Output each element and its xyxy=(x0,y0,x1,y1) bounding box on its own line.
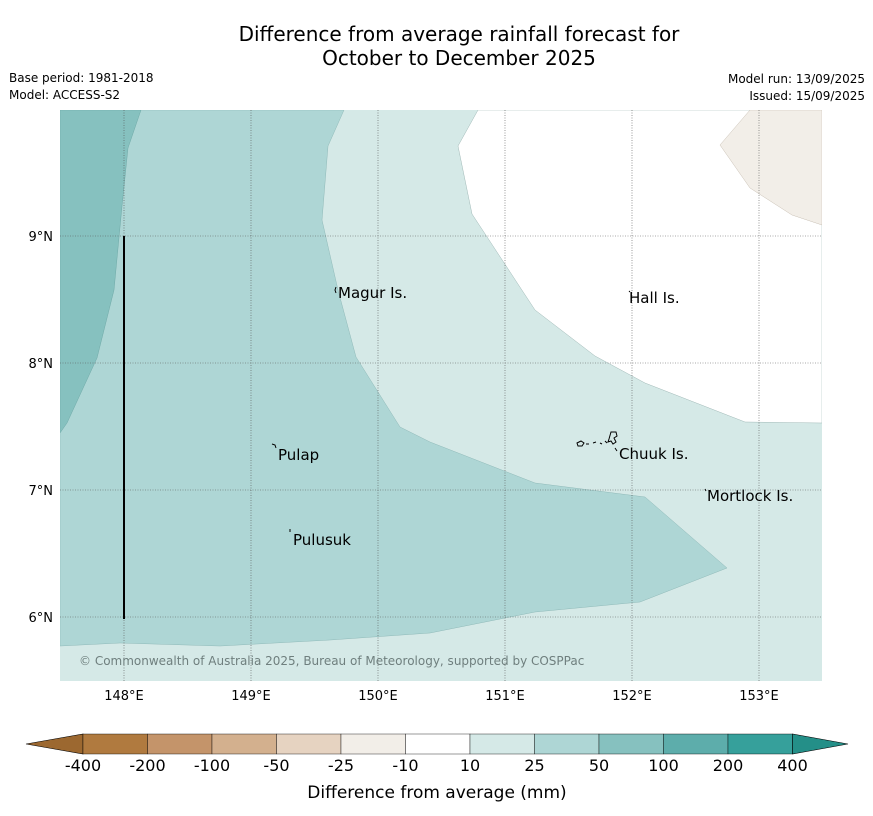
place-labels: Magur Is. Hall Is. Pulap Chuuk Is. Mortl… xyxy=(278,284,793,549)
zone-dry xyxy=(719,110,822,226)
label-pulusuk: Pulusuk xyxy=(293,531,351,549)
colorbar: -400 -200 -100 -50 -25 -10 10 25 50 100 200 400 xyxy=(25,733,849,775)
zone-neutral xyxy=(457,110,822,424)
colorbar-tick-label: -50 xyxy=(263,756,289,775)
colorbar-tick-label: -100 xyxy=(194,756,230,775)
colorbar-tick-label: -200 xyxy=(129,756,165,775)
lat-tick-labels: 9°N 8°N 7°N 6°N xyxy=(29,230,54,626)
colorbar-tick-label: -400 xyxy=(65,756,101,775)
label-hall: Hall Is. xyxy=(629,289,680,307)
colorbar-segment xyxy=(147,733,213,755)
issued-date: Issued: 15/09/2025 xyxy=(749,89,865,103)
colorbar-extend-high xyxy=(792,733,849,755)
colorbar-segment xyxy=(534,733,600,755)
title-line-1: Difference from average rainfall forecas… xyxy=(238,22,680,46)
colorbar-segment xyxy=(727,733,793,755)
lat-tick: 6°N xyxy=(29,611,54,626)
copyright-text: © Commonwealth of Australia 2025, Bureau… xyxy=(79,654,584,668)
map-area: Magur Is. Hall Is. Pulap Chuuk Is. Mortl… xyxy=(60,110,822,681)
island-magur xyxy=(334,286,337,294)
colorbar-tick-label: 50 xyxy=(589,756,609,775)
lat-tick: 8°N xyxy=(29,357,54,372)
lat-tick: 7°N xyxy=(29,484,54,499)
colorbar-tick-label: 100 xyxy=(648,756,679,775)
label-chuuk: Chuuk Is. xyxy=(619,445,688,463)
colorbar-segment xyxy=(663,733,729,755)
colorbar-tick-label: 400 xyxy=(777,756,808,775)
island-chuuk xyxy=(576,431,618,452)
model-name: Model: ACCESS-S2 xyxy=(9,88,121,102)
colorbar-tick-label: 200 xyxy=(713,756,744,775)
colorbar-segment xyxy=(598,733,664,755)
lat-tick: 9°N xyxy=(29,230,54,245)
island-pulap xyxy=(271,443,277,449)
label-mortlock: Mortlock Is. xyxy=(707,487,793,505)
colorbar-segment xyxy=(211,733,277,755)
lon-tick: 149°E xyxy=(231,689,271,704)
island-markers xyxy=(271,286,707,532)
meta-left: Base period: 1981-2018 Model: ACCESS-S2 xyxy=(9,70,154,104)
lon-tick: 150°E xyxy=(358,689,398,704)
colorbar-tick-label: -10 xyxy=(392,756,418,775)
island-hall xyxy=(628,290,631,293)
colorbar-segment xyxy=(82,733,148,755)
colorbar-tick-label: 10 xyxy=(460,756,480,775)
colorbar-segment xyxy=(469,733,535,755)
colorbar-label: Difference from average (mm) xyxy=(307,783,566,803)
base-period: Base period: 1981-2018 xyxy=(9,71,154,85)
model-run: Model run: 13/09/2025 xyxy=(727,72,865,86)
meta-right: Model run: 13/09/2025 Issued: 15/09/2025 xyxy=(728,71,865,105)
colorbar-tick-label: -25 xyxy=(328,756,354,775)
lon-tick: 153°E xyxy=(739,689,779,704)
zone-50-100 xyxy=(60,110,142,434)
colorbar-segment xyxy=(340,733,406,755)
colorbar-segment xyxy=(276,733,342,755)
lon-tick: 152°E xyxy=(612,689,652,704)
lon-tick: 151°E xyxy=(485,689,525,704)
lon-tick-labels: 148°E 149°E 150°E 151°E 152°E 153°E xyxy=(104,689,779,704)
label-magur: Magur Is. xyxy=(338,284,407,302)
zone-25-50 xyxy=(60,110,728,647)
lon-tick: 148°E xyxy=(104,689,144,704)
title-line-2: October to December 2025 xyxy=(322,46,596,70)
colorbar-tick-label: 25 xyxy=(524,756,544,775)
map-title: Difference from average rainfall forecas… xyxy=(0,22,873,70)
colorbar-segment xyxy=(405,733,471,755)
colorbar-extend-low xyxy=(25,733,84,755)
island-mortlock xyxy=(704,488,707,492)
label-pulap: Pulap xyxy=(278,446,319,464)
